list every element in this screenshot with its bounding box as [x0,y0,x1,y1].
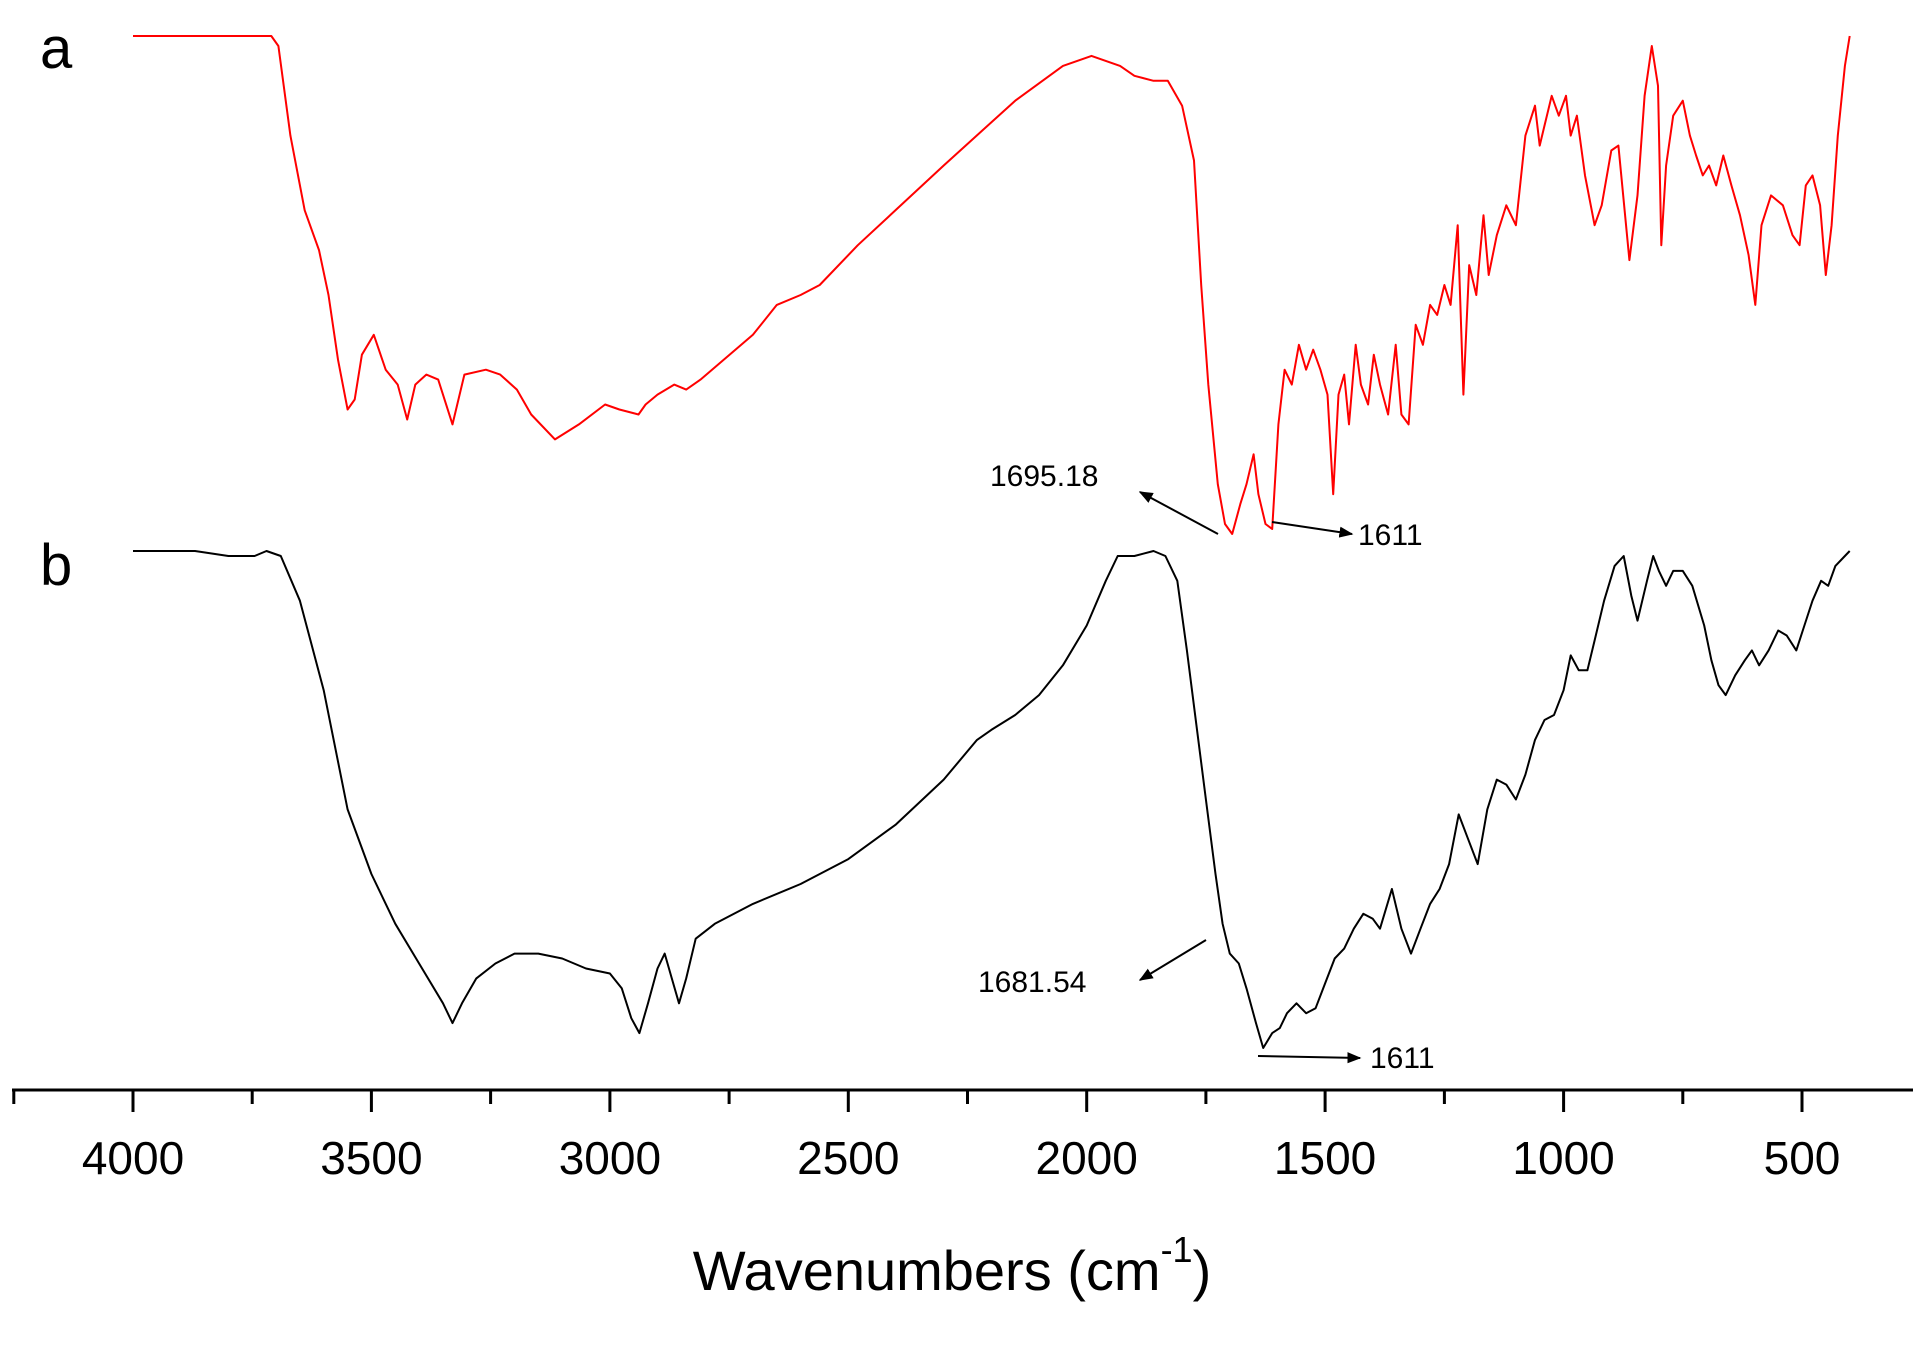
x-tick-label-2500: 2500 [797,1132,899,1184]
x-tick-label-3500: 3500 [320,1132,422,1184]
x-tick-label-1000: 1000 [1512,1132,1614,1184]
annotation-a-1695-arrow [1138,491,1219,535]
annotation-a-1611: 1611 [1358,519,1423,552]
x-tick-label-2000: 2000 [1036,1132,1138,1184]
annotation-b-1681: 1681.54 [978,966,1086,999]
annotation-b-1611: 1611 [1370,1042,1435,1075]
series-line-a [133,35,1851,535]
annotation-a-1611-arrow [1271,521,1354,538]
annotation-b-1681-arrow [1138,939,1207,981]
panel-label-a: a [40,16,73,81]
series-line-b [133,550,1851,1049]
panel-label-b: b [40,533,72,598]
x-axis-title-suffix: ) [1193,1239,1212,1302]
x-tick-label-500: 500 [1764,1132,1841,1184]
x-axis-title-superscript: -1 [1161,1229,1193,1270]
x-tick-label-3000: 3000 [559,1132,661,1184]
x-axis-title-main: Wavenumbers (cm [693,1239,1161,1302]
annotation-b-1611-arrow [1257,1052,1362,1064]
x-tick-label-1500: 1500 [1274,1132,1376,1184]
annotation-a-1695: 1695.18 [990,460,1098,493]
series-layer [133,35,1851,1049]
x-tick-label-4000: 4000 [82,1132,184,1184]
x-axis-title: Wavenumbers (cm-1) [693,1229,1211,1302]
x-axis: 4000 3500 3000 2500 2000 1500 1000 500 [12,1088,1913,1184]
annotation-layer: 1695.18 1611 1681.54 1611 [978,460,1435,1075]
